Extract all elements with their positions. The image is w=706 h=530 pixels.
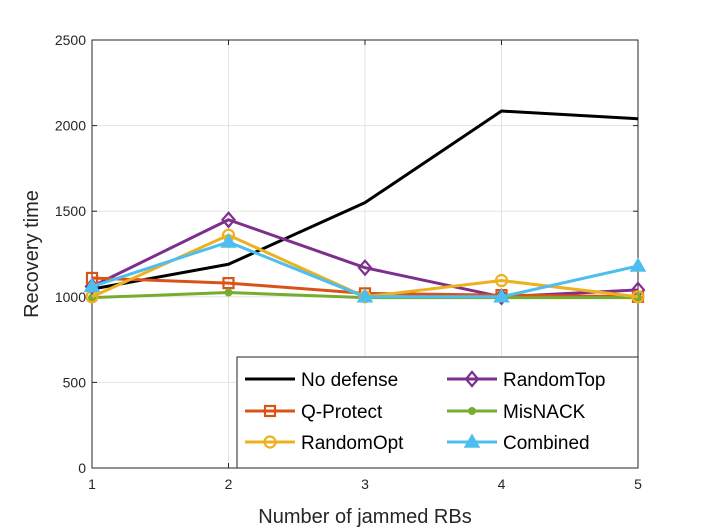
y-tick-label: 0 (78, 460, 86, 476)
legend-marker (464, 370, 480, 388)
x-tick-label: 1 (88, 476, 96, 492)
x-tick-label: 4 (498, 476, 506, 492)
x-axis-title: Number of jammed RBs (258, 506, 471, 528)
legend-label: Combined (503, 433, 590, 454)
legend-label: RandomTop (503, 370, 605, 391)
data-point (493, 288, 510, 303)
y-tick-label: 2500 (55, 32, 86, 48)
legend-entry: No defense (245, 370, 398, 391)
legend-marker (263, 404, 277, 418)
legend-entry: Q-Protect (245, 402, 383, 423)
legend-entry: RandomTop (447, 370, 605, 391)
legend-marker (468, 407, 476, 415)
series-combined (83, 233, 647, 303)
legend-label: MisNACK (503, 402, 586, 423)
data-point (220, 233, 237, 248)
y-axis-title: Recovery time (21, 190, 43, 318)
y-tick-label: 500 (63, 374, 87, 390)
x-tick-label: 2 (225, 476, 233, 492)
data-point (356, 288, 374, 303)
legend-box (236, 356, 639, 469)
series-layer (83, 109, 647, 306)
data-point (629, 257, 647, 272)
x-tick-label: 5 (634, 476, 642, 492)
legend-label: RandomOpt (301, 433, 404, 454)
data-point (631, 290, 645, 304)
data-point (221, 211, 236, 229)
axes: 0 500 1000 1500 2000 2500 1 2 3 4 5 (55, 32, 642, 492)
legend-marker (463, 433, 481, 448)
data-point (83, 278, 101, 293)
legend-entry: Combined (447, 433, 590, 454)
legend-marker (263, 435, 277, 449)
x-tick-label: 3 (361, 476, 369, 492)
data-point (494, 273, 509, 288)
legend-label: Q-Protect (301, 402, 383, 423)
legend-label: No defense (301, 370, 398, 391)
y-tick-label: 1500 (55, 203, 86, 219)
data-point (224, 288, 233, 297)
series-no-defense (91, 109, 639, 291)
y-tick-label: 1000 (55, 289, 86, 305)
data-point (357, 259, 373, 277)
legend-entry: MisNACK (447, 402, 586, 423)
series-line (91, 109, 639, 291)
legend-entry: RandomOpt (245, 433, 404, 454)
data-point (222, 277, 235, 290)
legend: No defense RandomTop Q-Protect MisNACK Rando… (236, 356, 639, 469)
y-tick-label: 2000 (55, 118, 86, 134)
